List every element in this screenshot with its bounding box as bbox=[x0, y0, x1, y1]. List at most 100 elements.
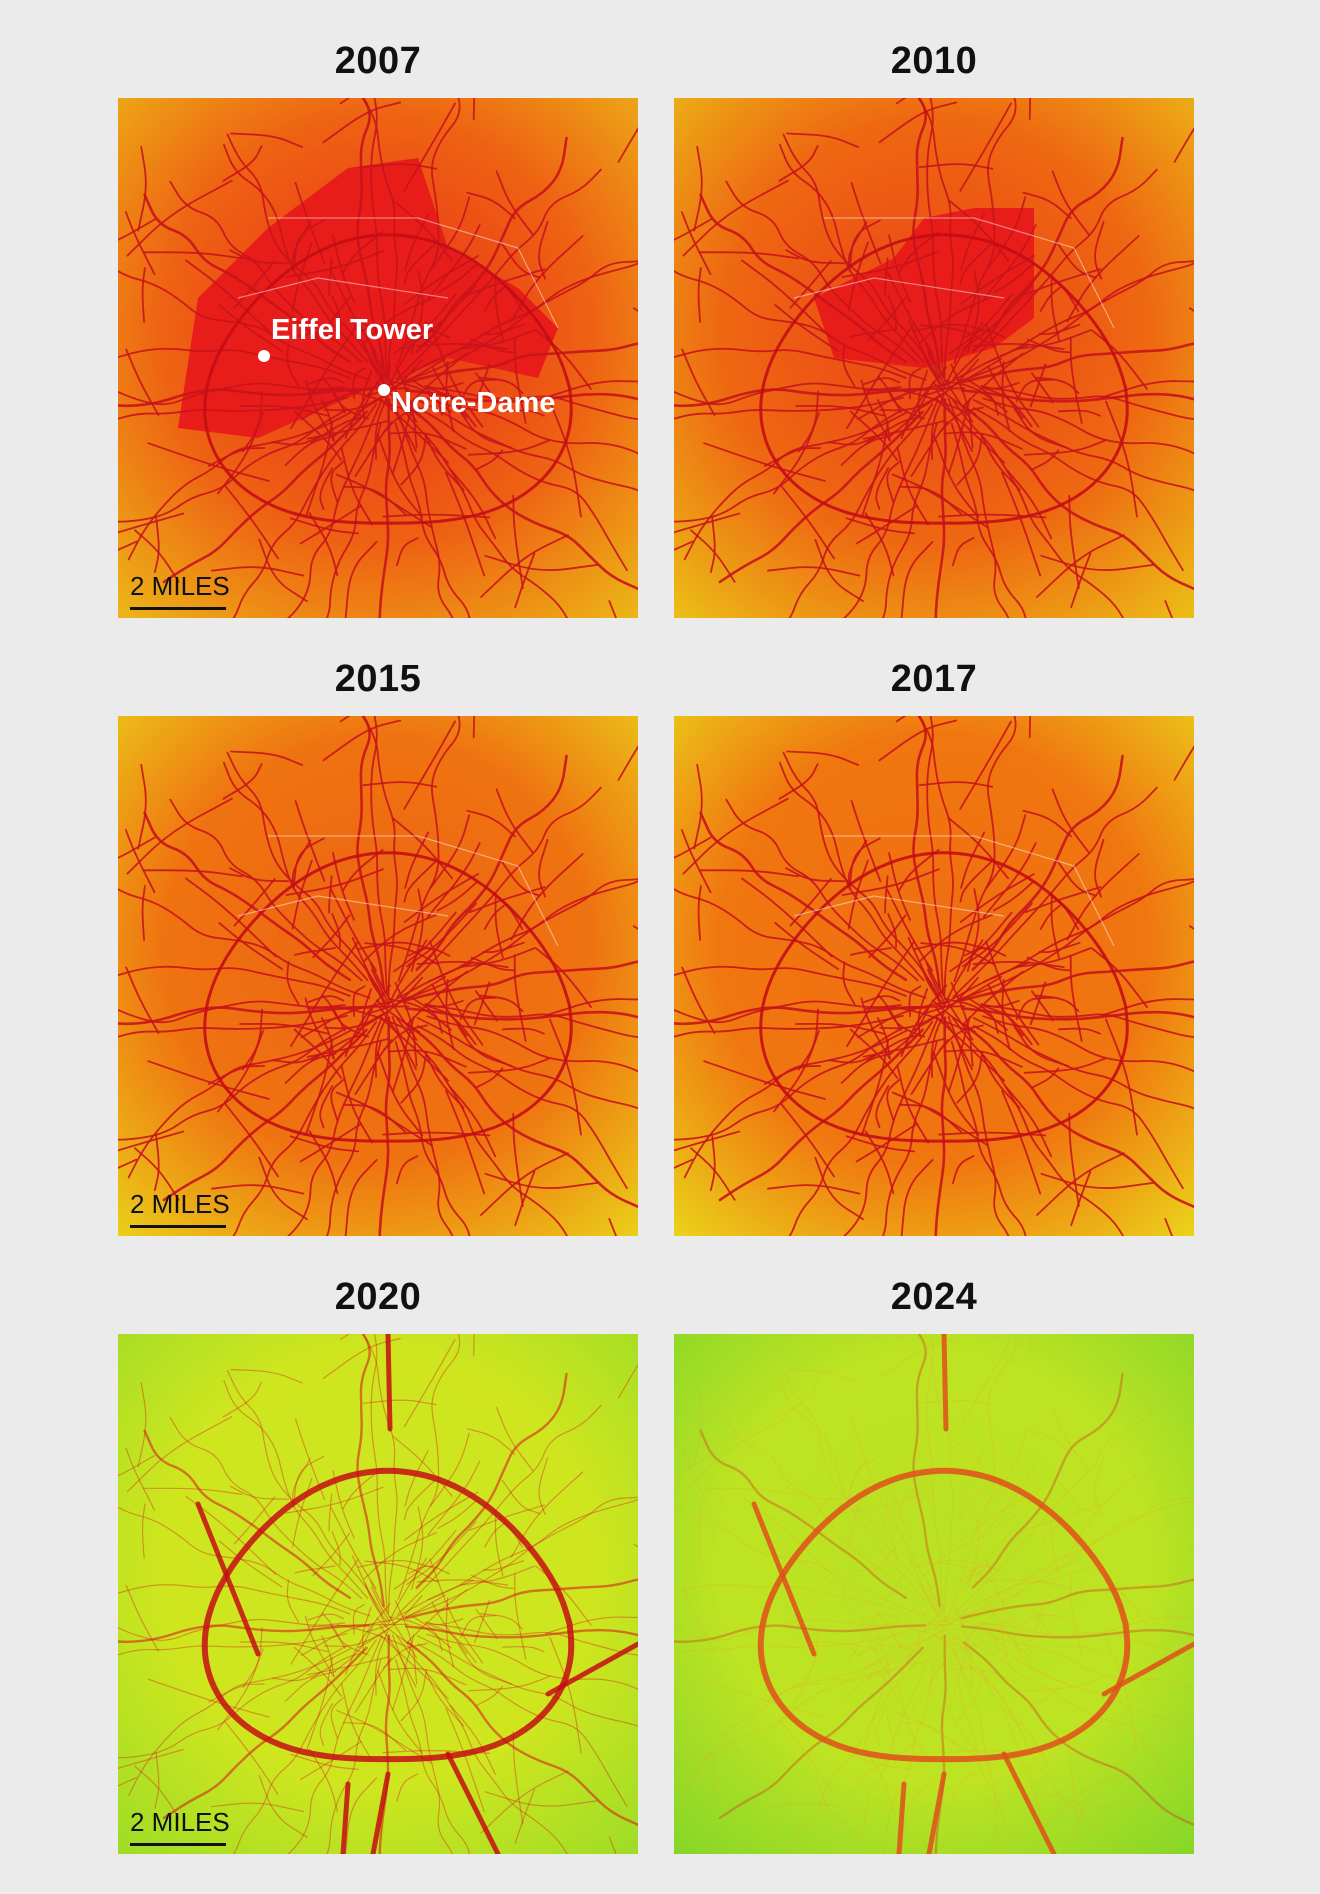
street bbox=[397, 716, 461, 982]
street bbox=[693, 1382, 703, 1468]
street bbox=[344, 1159, 378, 1236]
street bbox=[300, 1000, 396, 1039]
street bbox=[403, 1479, 437, 1521]
street bbox=[697, 267, 702, 323]
street bbox=[1066, 235, 1140, 323]
street bbox=[501, 861, 541, 897]
street bbox=[1105, 1018, 1138, 1136]
street bbox=[1025, 1504, 1102, 1531]
street bbox=[305, 1657, 333, 1753]
street bbox=[406, 1589, 468, 1644]
street bbox=[118, 540, 138, 551]
street bbox=[472, 98, 476, 121]
street bbox=[468, 886, 546, 914]
street bbox=[329, 1005, 370, 1038]
street bbox=[888, 1470, 911, 1539]
eiffel-tower-marker bbox=[258, 350, 270, 362]
street bbox=[403, 720, 456, 810]
street bbox=[382, 513, 491, 519]
street bbox=[304, 997, 335, 1060]
street bbox=[445, 1597, 455, 1668]
street bbox=[141, 267, 146, 323]
street bbox=[632, 925, 638, 930]
street bbox=[445, 361, 455, 432]
street bbox=[786, 1368, 859, 1384]
street bbox=[229, 249, 290, 265]
street bbox=[887, 913, 898, 949]
street bbox=[1016, 1615, 1053, 1638]
street bbox=[985, 1558, 1039, 1664]
map-2024 bbox=[674, 1334, 1194, 1854]
street bbox=[429, 196, 471, 271]
street bbox=[403, 102, 456, 192]
street bbox=[952, 1635, 1124, 1854]
street bbox=[510, 1471, 584, 1559]
street bbox=[361, 988, 373, 1037]
street bbox=[932, 433, 980, 518]
street bbox=[321, 1635, 335, 1677]
street bbox=[226, 1370, 384, 1615]
street bbox=[912, 98, 941, 372]
street bbox=[382, 1642, 428, 1669]
street bbox=[1094, 838, 1105, 898]
street bbox=[514, 1572, 527, 1660]
street bbox=[785, 1485, 845, 1500]
street bbox=[394, 981, 418, 1067]
street bbox=[162, 1028, 368, 1202]
street bbox=[1022, 809, 1072, 838]
street-network bbox=[674, 1334, 1194, 1854]
street bbox=[514, 1170, 536, 1227]
street bbox=[892, 387, 967, 413]
street bbox=[404, 389, 638, 403]
street bbox=[962, 1520, 1033, 1585]
street bbox=[900, 366, 948, 440]
street bbox=[697, 885, 702, 941]
street bbox=[882, 422, 938, 618]
street bbox=[912, 716, 941, 990]
street bbox=[841, 1486, 940, 1514]
street bbox=[416, 407, 628, 572]
street bbox=[795, 1022, 885, 1035]
street bbox=[366, 1594, 446, 1633]
street bbox=[549, 1018, 582, 1136]
street bbox=[376, 1617, 420, 1651]
panel-year-title: 2007 bbox=[334, 40, 422, 82]
street bbox=[396, 1405, 602, 1616]
street bbox=[887, 295, 898, 331]
street bbox=[457, 407, 513, 449]
street bbox=[118, 1624, 371, 1644]
street bbox=[306, 420, 389, 440]
street bbox=[917, 988, 929, 1037]
street bbox=[888, 852, 911, 921]
scale-bar bbox=[130, 1225, 226, 1228]
street bbox=[118, 965, 351, 997]
street bbox=[424, 382, 464, 390]
street bbox=[827, 436, 877, 446]
street bbox=[982, 1015, 1194, 1073]
street bbox=[425, 1622, 477, 1663]
street bbox=[304, 379, 335, 442]
street bbox=[211, 1184, 305, 1195]
street bbox=[674, 1454, 712, 1477]
street bbox=[319, 1085, 334, 1129]
street bbox=[682, 179, 789, 257]
street bbox=[814, 538, 864, 603]
pollution-map-svg bbox=[674, 98, 1194, 618]
street bbox=[785, 249, 846, 265]
street bbox=[875, 1703, 889, 1746]
street bbox=[908, 1603, 922, 1635]
arterial-road bbox=[926, 1771, 947, 1854]
street bbox=[134, 1147, 180, 1201]
street bbox=[780, 484, 835, 560]
street bbox=[913, 358, 979, 413]
street bbox=[1051, 170, 1090, 236]
street bbox=[366, 976, 446, 1015]
street bbox=[1057, 861, 1097, 897]
street bbox=[394, 1600, 418, 1685]
street bbox=[931, 381, 977, 415]
street bbox=[482, 941, 525, 954]
street bbox=[397, 98, 461, 364]
street bbox=[795, 404, 885, 417]
street bbox=[363, 1532, 437, 1580]
street bbox=[341, 1683, 373, 1762]
